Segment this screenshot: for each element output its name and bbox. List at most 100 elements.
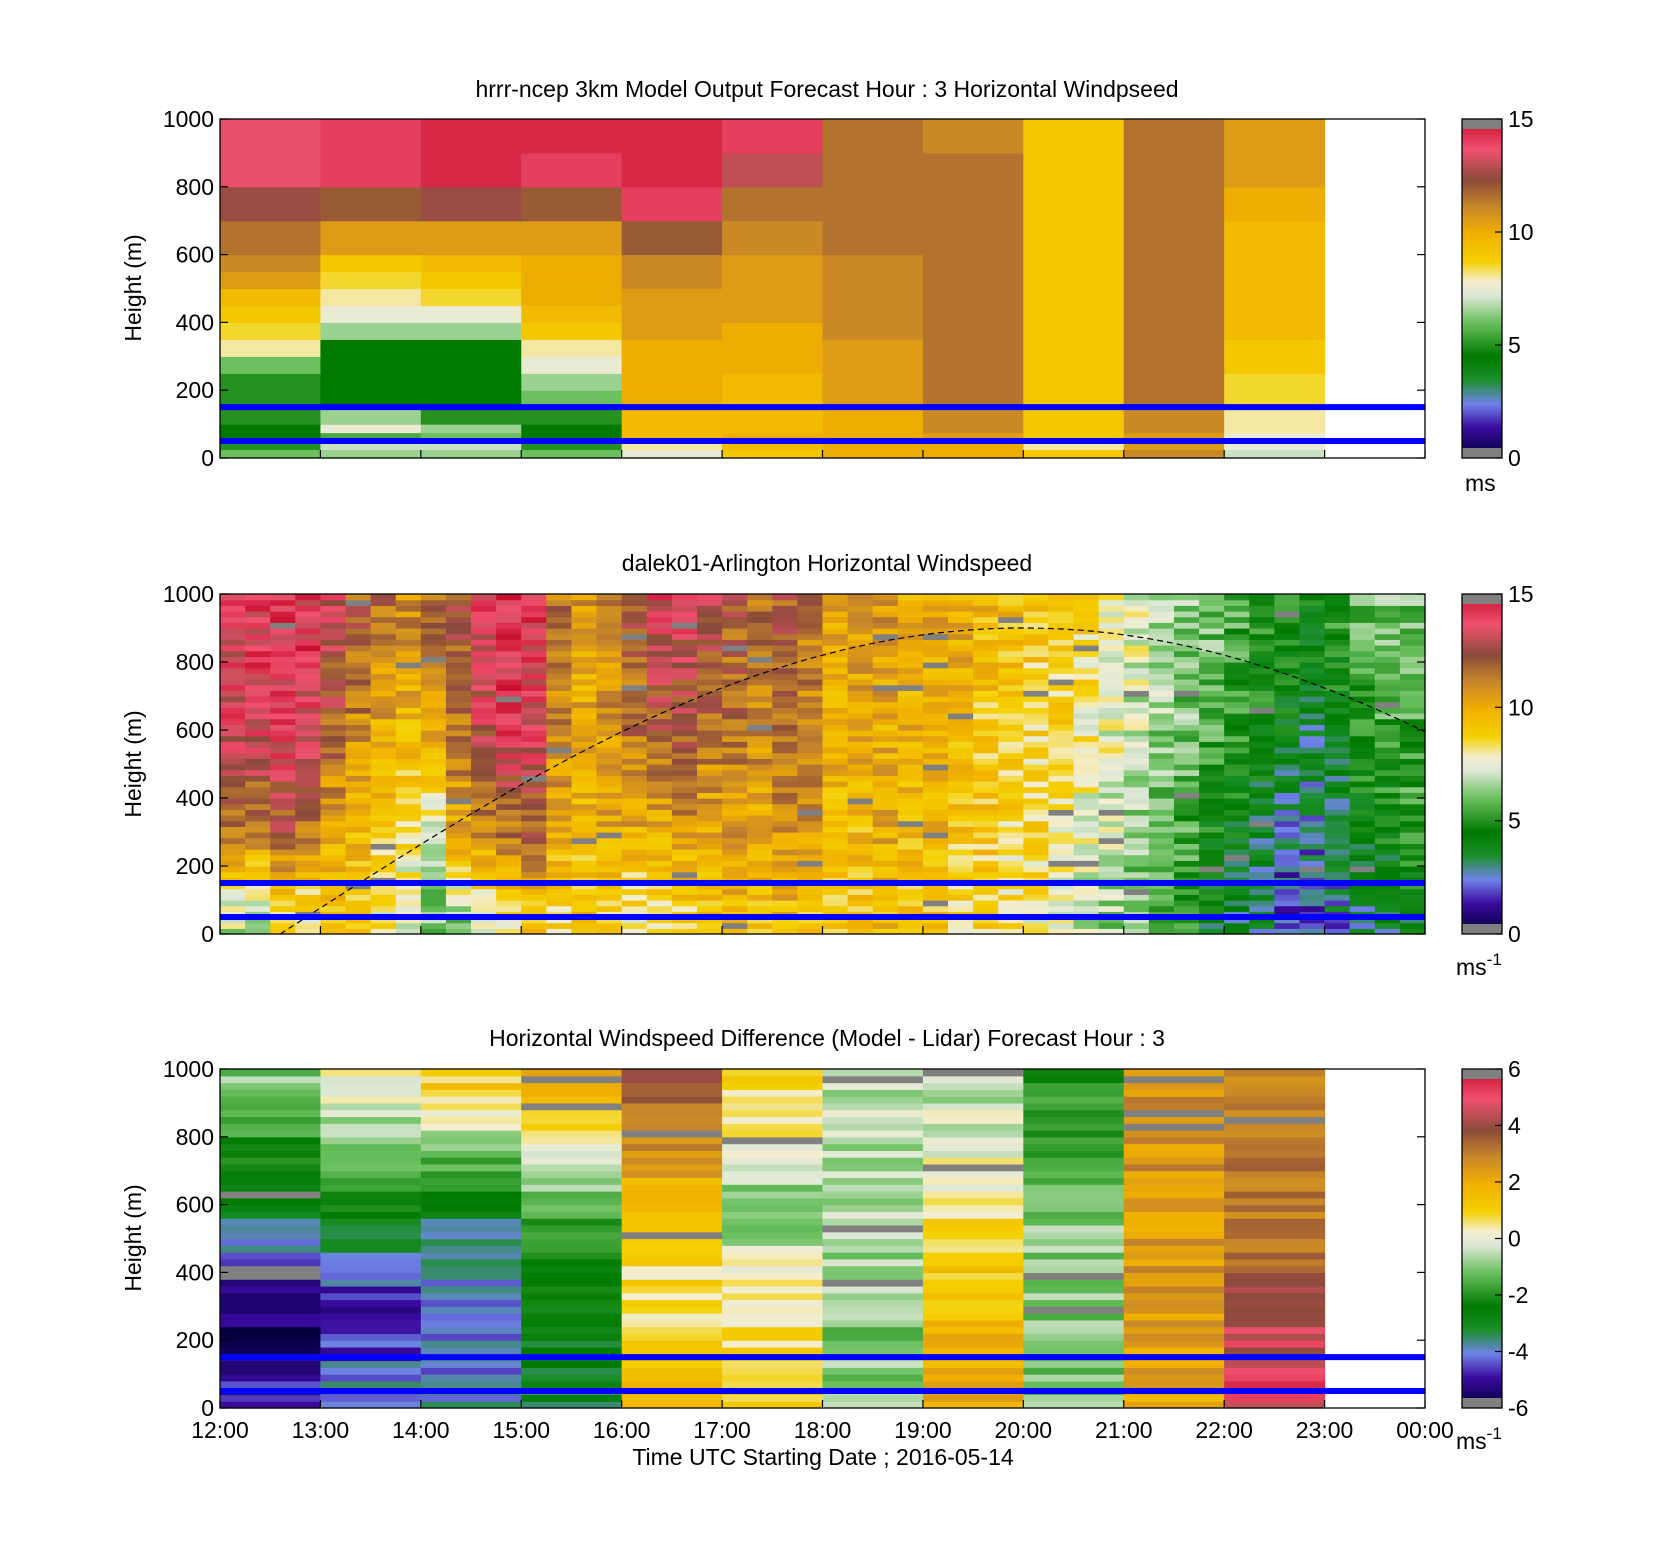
heatmap-cell: [772, 622, 798, 629]
heatmap-cell: [395, 718, 422, 725]
heatmap-cell: [1224, 645, 1250, 652]
heatmap-cell: [671, 747, 698, 754]
heatmap-cell: [1324, 894, 1351, 901]
heatmap-cell: [797, 809, 824, 816]
heatmap-cell: [797, 707, 824, 714]
heatmap-cell: [571, 894, 598, 901]
heatmap-cell: [1199, 786, 1225, 793]
heatmap-cell: [1123, 373, 1225, 391]
heatmap-cell: [1173, 781, 1200, 788]
heatmap-cell: [220, 1069, 322, 1077]
heatmap-cell: [671, 645, 698, 652]
heatmap-cell: [722, 1157, 824, 1165]
heatmap-cell: [1349, 843, 1376, 850]
heatmap-cell: [521, 849, 547, 856]
heatmap-cell: [621, 1197, 723, 1206]
heatmap-cell: [445, 792, 472, 799]
heatmap-cell: [696, 917, 723, 924]
heatmap-cell: [621, 1340, 723, 1348]
heatmap-cell: [822, 605, 849, 612]
heatmap-cell: [1224, 622, 1250, 629]
heatmap-cell: [345, 786, 372, 793]
heatmap-cell: [948, 752, 974, 759]
heatmap-cell: [1324, 843, 1351, 850]
heatmap-cell: [1098, 599, 1125, 606]
heatmap-cell: [922, 1096, 1024, 1104]
heatmap-cell: [1173, 837, 1200, 844]
heatmap-cell: [948, 758, 974, 765]
heatmap-cell: [621, 803, 648, 810]
heatmap-cell: [320, 752, 347, 759]
heatmap-cell: [471, 684, 497, 691]
heatmap-cell: [1098, 820, 1125, 827]
heatmap-cell: [521, 1394, 623, 1402]
heatmap-cell: [1324, 713, 1351, 720]
heatmap-cell: [220, 1211, 322, 1219]
heatmap-cell: [596, 860, 623, 867]
heatmap-cell: [1324, 690, 1351, 697]
heatmap-cell: [922, 424, 1024, 434]
colorbar-tick-label: 4: [1508, 1113, 1521, 1139]
heatmap-cell: [1048, 707, 1075, 714]
panel-1-title: hrrr-ncep 3km Model Output Forecast Hour…: [475, 76, 1178, 102]
heatmap-cell: [1349, 758, 1376, 765]
heatmap-cell: [621, 305, 723, 323]
heatmap-cell: [797, 849, 824, 856]
x-tick-label: 22:00: [1195, 1417, 1253, 1443]
heatmap-cell: [395, 815, 422, 822]
heatmap-cell: [320, 633, 347, 640]
heatmap-cell: [270, 928, 296, 935]
heatmap-cell: [1023, 690, 1050, 697]
heatmap-cell: [797, 815, 824, 822]
panel-1-ylabel: Height (m): [120, 234, 146, 341]
heatmap-cell: [345, 798, 372, 805]
heatmap-cell: [1224, 356, 1326, 374]
heatmap-cell: [922, 843, 949, 850]
heatmap-cell: [420, 441, 522, 451]
heatmap-cell: [471, 769, 497, 776]
heatmap-cell: [621, 639, 648, 646]
heatmap-cell: [1023, 837, 1050, 844]
heatmap-cell: [295, 673, 322, 680]
heatmap-cell: [847, 741, 874, 748]
heatmap-cell: [245, 599, 271, 606]
heatmap-cell: [822, 254, 924, 273]
heatmap-cell: [471, 616, 497, 623]
heatmap-cell: [1173, 611, 1200, 618]
heatmap-cell: [546, 769, 573, 776]
heatmap-cell: [747, 662, 773, 669]
heatmap-cell: [872, 628, 899, 635]
heatmap-cell: [621, 809, 648, 816]
heatmap-cell: [420, 1245, 522, 1253]
heatmap-cell: [747, 820, 773, 827]
heatmap-cell: [1148, 622, 1175, 629]
heatmap-cell: [1098, 747, 1125, 754]
heatmap-cell: [1073, 922, 1100, 929]
heatmap-cell: [1048, 611, 1075, 618]
heatmap-cell: [1098, 633, 1125, 640]
heatmap-cell: [1173, 922, 1200, 929]
heatmap-cell: [1123, 628, 1150, 635]
heatmap-cell: [1324, 747, 1351, 754]
heatmap-cell: [1173, 616, 1200, 623]
heatmap-cell: [1224, 730, 1250, 737]
heatmap-cell: [922, 1360, 1024, 1368]
heatmap-cell: [1374, 883, 1401, 890]
heatmap-cell: [1199, 883, 1225, 890]
heatmap-cell: [1324, 917, 1351, 924]
heatmap-cell: [772, 650, 798, 657]
heatmap-cell: [722, 1069, 824, 1077]
heatmap-cell: [696, 747, 723, 754]
heatmap-cell: [1374, 860, 1401, 867]
heatmap-cell: [646, 832, 673, 839]
colorbar-tick-label: 10: [1508, 219, 1534, 245]
heatmap-cell: [395, 741, 422, 748]
heatmap-cell: [722, 673, 748, 680]
heatmap-cell: [1023, 684, 1050, 691]
heatmap-cell: [1349, 662, 1376, 669]
heatmap-cell: [1048, 622, 1075, 629]
heatmap-cell: [1173, 803, 1200, 810]
heatmap-cell: [696, 832, 723, 839]
x-tick-label: 14:00: [392, 1417, 450, 1443]
heatmap-cell: [822, 1204, 924, 1212]
